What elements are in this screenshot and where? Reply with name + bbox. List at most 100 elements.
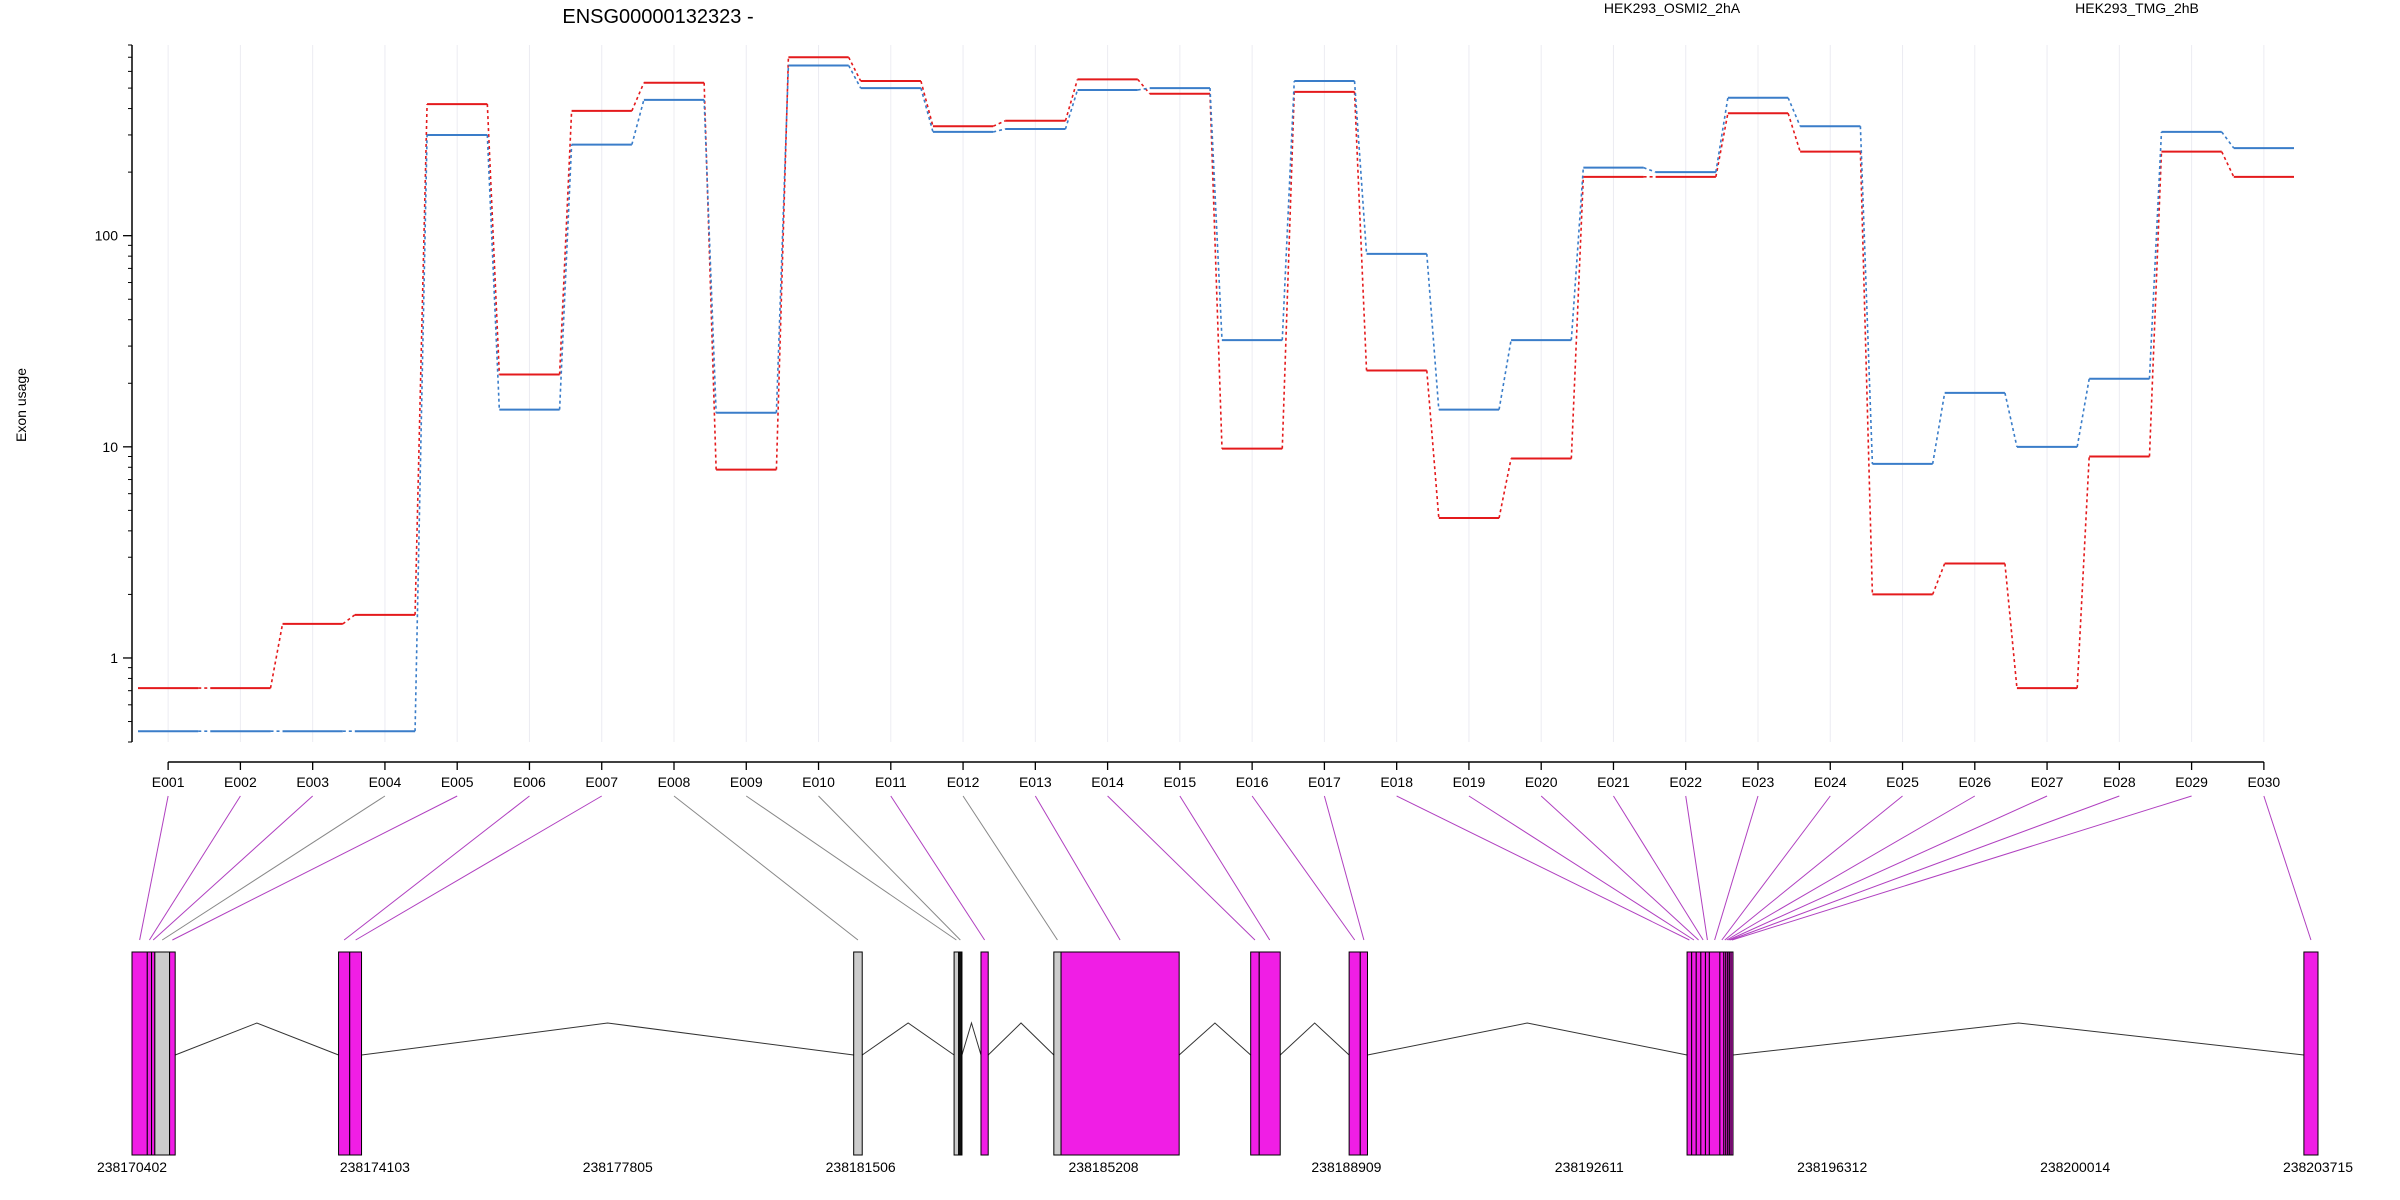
x-tick-label-e028: E028 bbox=[2103, 774, 2136, 790]
exon-e023 bbox=[1708, 951, 1721, 1156]
map-line-e010 bbox=[818, 795, 961, 941]
x-tick-label-e013: E013 bbox=[1019, 774, 1052, 790]
riser-e023 bbox=[1787, 97, 1801, 127]
x-tick-label-e022: E022 bbox=[1669, 774, 1702, 790]
riser-e014 bbox=[1137, 87, 1150, 91]
exon-e020 bbox=[1695, 951, 1702, 1156]
coord-label: 238196312 bbox=[1797, 1159, 1867, 1175]
exon-e012 bbox=[1053, 951, 1062, 1156]
riser-e009 bbox=[775, 57, 790, 470]
coord-label: 238170402 bbox=[97, 1159, 167, 1175]
x-tick-label-e029: E029 bbox=[2175, 774, 2208, 790]
map-line-e001 bbox=[139, 795, 169, 941]
map-line-e016 bbox=[1251, 795, 1356, 941]
map-line-e017 bbox=[1323, 795, 1365, 941]
map-line-e006 bbox=[343, 795, 530, 941]
map-line-e003 bbox=[152, 795, 314, 941]
riser-e026 bbox=[2004, 563, 2018, 689]
x-tick-label-e020: E020 bbox=[1525, 774, 1558, 790]
exon-e015 bbox=[1258, 951, 1281, 1156]
exon-e024 bbox=[1719, 951, 1725, 1156]
exon-e021 bbox=[1700, 951, 1706, 1156]
riser-e025 bbox=[1931, 563, 1946, 595]
x-tick-label-e025: E025 bbox=[1886, 774, 1919, 790]
map-line-e026 bbox=[1726, 795, 1976, 941]
intron-3 bbox=[861, 1022, 955, 1056]
map-line-e019 bbox=[1468, 795, 1695, 941]
x-tick-label-e005: E005 bbox=[441, 774, 474, 790]
exon-e009 bbox=[953, 951, 960, 1156]
x-tick-label-e023: E023 bbox=[1742, 774, 1775, 790]
intron-9 bbox=[1732, 1022, 2304, 1056]
riser-e027 bbox=[2076, 456, 2090, 689]
intron-8 bbox=[1367, 1022, 1688, 1056]
riser-e008 bbox=[703, 99, 717, 413]
intron-5 bbox=[987, 1022, 1055, 1056]
x-tick-label-e015: E015 bbox=[1164, 774, 1197, 790]
legend-series-osmi: HEK293_OSMI2_2hA bbox=[1604, 0, 1741, 16]
riser-e009 bbox=[775, 65, 790, 413]
coord-label: 238192611 bbox=[1555, 1159, 1624, 1175]
riser-e027 bbox=[2076, 378, 2090, 447]
riser-e013 bbox=[1064, 79, 1079, 122]
intron-7 bbox=[1279, 1022, 1350, 1056]
riser-e025 bbox=[1931, 392, 1946, 465]
riser-e019 bbox=[1498, 340, 1512, 410]
riser-e004 bbox=[414, 134, 428, 732]
riser-e011 bbox=[920, 80, 934, 127]
map-line-e004 bbox=[161, 795, 386, 941]
riser-e016 bbox=[1281, 81, 1296, 341]
exon-e008 bbox=[853, 951, 863, 1156]
riser-e029 bbox=[2221, 131, 2235, 149]
intron-6 bbox=[1178, 1022, 1252, 1056]
exon-e006 bbox=[338, 951, 351, 1156]
coord-label: 238200014 bbox=[2040, 1159, 2110, 1175]
exon-e030 bbox=[2303, 951, 2319, 1156]
riser-e024 bbox=[1859, 126, 1874, 464]
coord-label: 238177805 bbox=[583, 1159, 653, 1175]
gene-model: 238170402 238174103 238177805 238181506 2381… bbox=[97, 951, 2353, 1175]
riser-e018 bbox=[1426, 370, 1440, 519]
series-tmg bbox=[138, 64, 2294, 733]
map-line-e022 bbox=[1685, 795, 1708, 941]
coord-label: 238203715 bbox=[2283, 1159, 2353, 1175]
y-axis-label: Exon usage bbox=[13, 368, 29, 442]
map-line-e024 bbox=[1721, 795, 1831, 941]
riser-e028 bbox=[2148, 151, 2163, 457]
map-line-e030 bbox=[2263, 795, 2312, 941]
exon-e007 bbox=[349, 951, 363, 1156]
intron-1 bbox=[174, 1022, 339, 1056]
y-tick-label-10: 10 bbox=[102, 439, 118, 455]
riser-e022 bbox=[1715, 113, 1729, 177]
x-tick-label-e012: E012 bbox=[947, 774, 980, 790]
riser-e005 bbox=[486, 134, 501, 410]
x-tick-label-e024: E024 bbox=[1814, 774, 1847, 790]
map-line-e005 bbox=[172, 795, 458, 941]
riser-e012 bbox=[992, 120, 1006, 127]
riser-e020 bbox=[1570, 176, 1585, 459]
x-tick-label-e006: E006 bbox=[513, 774, 546, 790]
y-tick-label-1: 1 bbox=[110, 650, 118, 666]
riser-e017 bbox=[1353, 91, 1368, 371]
riser-e010 bbox=[847, 56, 862, 82]
exon-e004 bbox=[154, 951, 171, 1156]
exon-e005 bbox=[169, 951, 176, 1156]
riser-e020 bbox=[1570, 167, 1585, 341]
coord-label: 238174103 bbox=[340, 1159, 410, 1175]
exon-e019 bbox=[1691, 951, 1697, 1156]
map-line-e028 bbox=[1730, 795, 2120, 941]
riser-e013 bbox=[1064, 89, 1079, 130]
x-tick-label-e011: E011 bbox=[875, 774, 907, 790]
riser-e016 bbox=[1281, 91, 1296, 449]
coord-label: 238185208 bbox=[1069, 1159, 1139, 1175]
exon-e002 bbox=[146, 951, 153, 1156]
riser-e015 bbox=[1209, 93, 1223, 449]
x-tick-label-e019: E019 bbox=[1453, 774, 1486, 790]
x-tick-label-e004: E004 bbox=[369, 774, 402, 790]
intron-4 bbox=[961, 1021, 982, 1056]
exon-e010 bbox=[958, 951, 963, 1156]
x-tick-label-e018: E018 bbox=[1380, 774, 1413, 790]
map-line-e014 bbox=[1107, 795, 1256, 941]
x-tick-label-e026: E026 bbox=[1958, 774, 1991, 790]
exon-e022 bbox=[1704, 951, 1710, 1156]
